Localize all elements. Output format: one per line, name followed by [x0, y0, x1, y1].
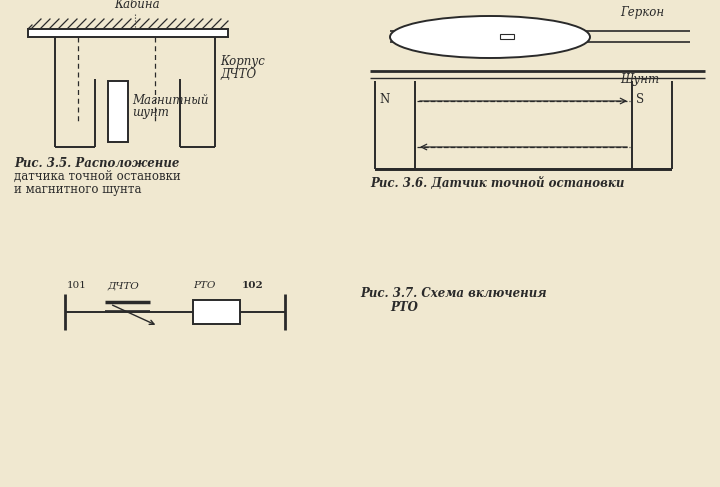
Text: ДЧТО: ДЧТО — [220, 68, 256, 80]
Ellipse shape — [390, 16, 590, 58]
Text: N: N — [379, 93, 390, 106]
Text: Корпус: Корпус — [220, 56, 265, 69]
Text: 101: 101 — [67, 281, 87, 290]
Text: S: S — [636, 93, 644, 106]
Text: Кабина: Кабина — [114, 0, 160, 11]
Text: шунт: шунт — [132, 106, 169, 119]
Text: Рис. 3.7. Схема включения: Рис. 3.7. Схема включения — [360, 287, 546, 300]
Text: ДЧТО: ДЧТО — [107, 281, 139, 290]
Text: Шунт: Шунт — [620, 73, 659, 86]
Bar — [500, 34, 514, 39]
Text: датчика точной остановки: датчика точной остановки — [14, 170, 181, 183]
Bar — [28, 29, 228, 37]
Text: 102: 102 — [242, 281, 264, 290]
Text: и магнитного шунта: и магнитного шунта — [14, 183, 142, 196]
Text: Геркон: Геркон — [620, 6, 664, 19]
Text: РТО: РТО — [193, 281, 215, 290]
Bar — [193, 300, 240, 324]
Text: Рис. 3.6. Датчик точной остановки: Рис. 3.6. Датчик точной остановки — [370, 177, 624, 190]
Text: Магнитный: Магнитный — [132, 94, 209, 107]
Bar — [108, 81, 128, 142]
Text: РТО: РТО — [390, 301, 418, 314]
Text: Рис. 3.5. Расположение: Рис. 3.5. Расположение — [14, 157, 179, 170]
